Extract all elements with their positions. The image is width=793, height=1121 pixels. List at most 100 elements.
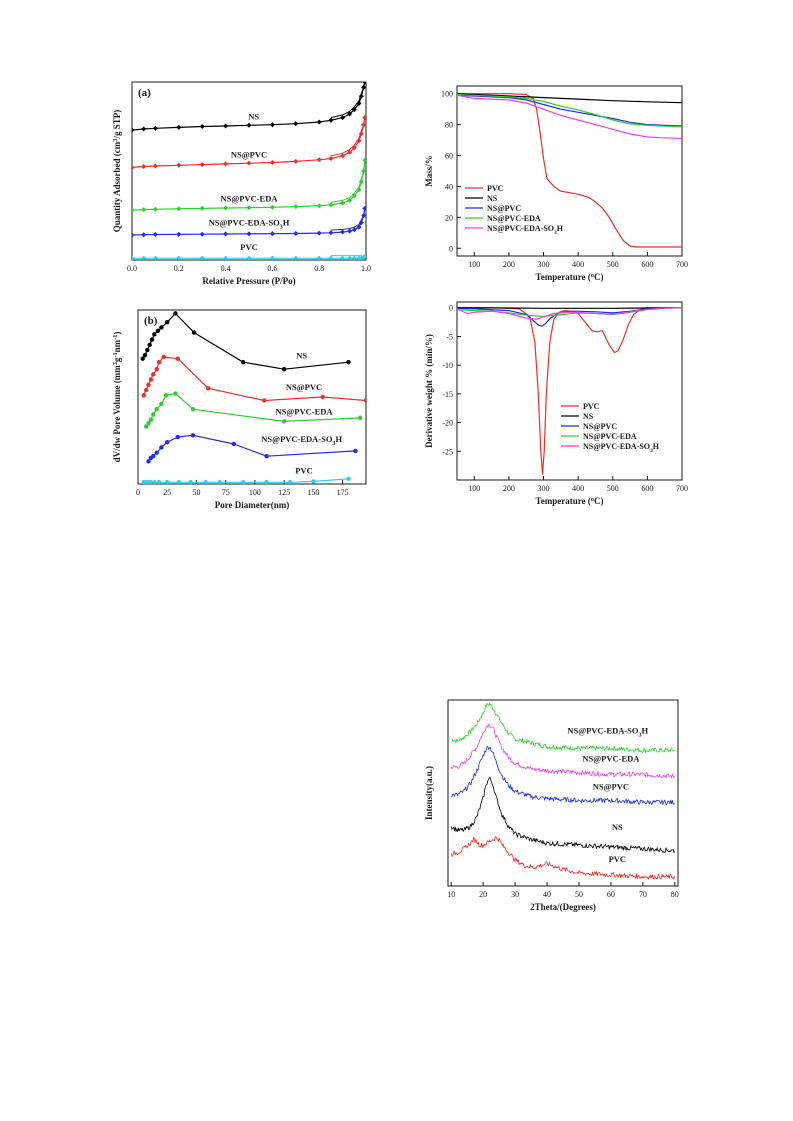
data-point bbox=[148, 377, 154, 382]
data-point bbox=[241, 360, 246, 365]
xrd-pattern-svg: 10 20 30 40 50 60 70 80 2Theta/(Degrees) Intensit… bbox=[424, 699, 679, 912]
desorption-branch bbox=[330, 82, 366, 119]
xrd-xtick-label: 40 bbox=[543, 890, 551, 899]
tga-xlabel: Temperature (oC) bbox=[536, 272, 604, 283]
data-point bbox=[203, 480, 209, 484]
xrd-series-label: NS bbox=[612, 822, 623, 832]
dtg-xtick-label: 200 bbox=[503, 484, 515, 493]
pore-series-label: NS@PVC-EDA bbox=[276, 406, 334, 416]
tga-xtick-label: 600 bbox=[641, 260, 653, 269]
pore-xtick-label: 150 bbox=[307, 488, 319, 497]
data-point bbox=[152, 206, 158, 212]
dtg-legend-label: NS@PVC bbox=[583, 422, 617, 431]
data-point bbox=[346, 476, 351, 481]
tga-legend-label: NS bbox=[487, 194, 498, 203]
xrd-xtick-label: 70 bbox=[639, 890, 647, 899]
tga-xtick-label: 100 bbox=[468, 260, 480, 269]
data-point bbox=[140, 356, 145, 361]
data-point bbox=[132, 127, 135, 133]
series-line-ns-pvc bbox=[457, 94, 682, 127]
data-point bbox=[141, 232, 147, 238]
bet-ylabel: Quantity Adsorbed (cm3/g STP) bbox=[112, 110, 123, 232]
tga-xtick-label: 300 bbox=[538, 260, 550, 269]
bet-series-label: NS bbox=[248, 111, 259, 121]
data-point bbox=[152, 480, 157, 484]
data-point bbox=[293, 230, 299, 236]
data-point bbox=[358, 255, 364, 260]
tga-ytick-label: 0 bbox=[449, 244, 453, 253]
pore-xtick-label: 0 bbox=[136, 488, 140, 497]
series-line-ns bbox=[142, 312, 349, 370]
dtg-xtick-label: 100 bbox=[468, 484, 480, 493]
tga-legend-label: NS@PVC-EDA-SO3H bbox=[487, 224, 564, 236]
tga-legend-label: NS@PVC bbox=[487, 204, 521, 213]
dtg-derivative-svg: 100 200 300 400 500 600 700 0 -5 -10 -15 -20 -25 Temp… bbox=[424, 301, 688, 506]
series-line-ns-pvc-eda bbox=[457, 93, 682, 128]
tga-xtick-label: 700 bbox=[676, 260, 688, 269]
tga-legend-label: PVC bbox=[487, 184, 504, 193]
series-line-ns bbox=[457, 307, 682, 309]
pore-xtick-label: 175 bbox=[337, 488, 349, 497]
data-point bbox=[145, 347, 150, 353]
data-point bbox=[199, 255, 205, 260]
data-point bbox=[146, 382, 151, 388]
data-point bbox=[155, 328, 161, 334]
data-point bbox=[223, 161, 229, 167]
desorption-branch bbox=[330, 117, 366, 157]
xrd-xlabel: 2Theta/(Degrees) bbox=[530, 902, 596, 912]
data-point bbox=[281, 366, 287, 372]
data-point bbox=[246, 122, 252, 128]
data-point bbox=[199, 162, 205, 168]
series-line-ns-pvc-eda-so3h bbox=[457, 307, 682, 320]
xrd-xtick-label: 60 bbox=[607, 890, 615, 899]
data-point bbox=[141, 255, 147, 260]
data-point bbox=[246, 205, 252, 211]
series-line-pvc bbox=[450, 836, 676, 880]
bet-series-group bbox=[132, 82, 366, 260]
data-point bbox=[132, 207, 135, 213]
data-point bbox=[146, 459, 151, 464]
pore-series-group bbox=[140, 311, 366, 484]
xrd-xtick-label: 10 bbox=[447, 890, 455, 899]
data-point bbox=[191, 330, 197, 335]
dtg-xtick-label: 300 bbox=[538, 484, 550, 493]
data-point bbox=[205, 386, 211, 391]
data-point bbox=[223, 123, 229, 129]
data-point bbox=[223, 205, 229, 211]
chart-bet-isotherm: 0.0 0.2 0.4 0.6 0.8 1.0 Relative Pressure (P/P… bbox=[108, 74, 378, 301]
data-point bbox=[287, 480, 293, 484]
dtg-legend-label: NS@PVC-EDA bbox=[583, 432, 637, 441]
data-point bbox=[141, 393, 147, 398]
data-point bbox=[147, 342, 152, 347]
data-point bbox=[154, 366, 159, 372]
dtg-series-group bbox=[457, 307, 682, 475]
data-point bbox=[143, 424, 149, 429]
data-point bbox=[351, 227, 357, 233]
pore-series-label: NS@PVC-EDA-SO3H bbox=[261, 434, 342, 447]
data-point bbox=[356, 100, 362, 106]
xrd-xtick-label: 80 bbox=[671, 890, 679, 899]
data-point bbox=[199, 124, 205, 129]
bet-xlabel: Relative Pressure (P/Po) bbox=[202, 276, 295, 286]
data-point bbox=[156, 360, 162, 365]
series-line-ns-pvc-eda bbox=[450, 723, 676, 779]
bet-series-label: NS@PVC-EDA-SO3H bbox=[209, 217, 290, 230]
data-point bbox=[161, 354, 166, 360]
tga-ytick-label: 60 bbox=[445, 152, 453, 161]
data-point bbox=[351, 193, 357, 199]
data-point bbox=[142, 353, 148, 358]
dtg-ylabel: Derivative weight % (min/%) bbox=[424, 334, 434, 448]
series-line-ns-pvc-eda-so3h bbox=[457, 94, 682, 140]
data-point bbox=[356, 187, 362, 193]
bet-xtick-label: 0.6 bbox=[267, 264, 277, 273]
data-point bbox=[353, 448, 358, 454]
pore-series-label: NS bbox=[296, 351, 307, 361]
data-point bbox=[152, 332, 157, 337]
data-point bbox=[159, 325, 164, 330]
data-point bbox=[163, 393, 169, 398]
data-point bbox=[347, 197, 353, 203]
data-point bbox=[311, 479, 316, 484]
xrd-ylabel: Intensity(a.u.) bbox=[424, 766, 434, 820]
data-point bbox=[356, 224, 362, 230]
data-point bbox=[199, 205, 205, 211]
